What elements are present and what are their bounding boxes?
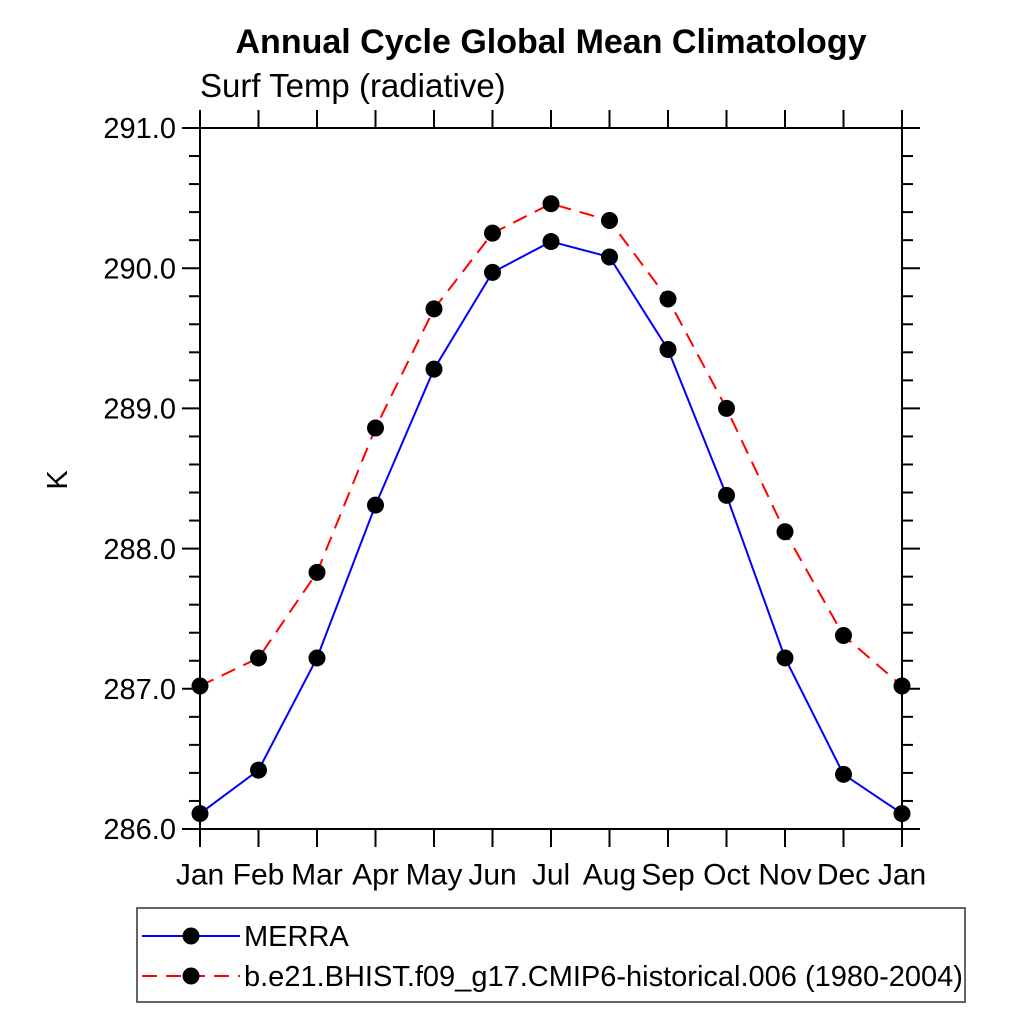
x-tick-label: Feb [233, 859, 285, 892]
data-point-marker [367, 419, 384, 437]
data-point-marker [250, 649, 267, 667]
data-point-marker [542, 195, 560, 213]
data-point-marker [835, 627, 852, 645]
chart-title: Annual Cycle Global Mean Climatology [236, 23, 867, 61]
data-point-marker [893, 805, 911, 823]
x-tick-label: Dec [817, 859, 870, 892]
data-point-marker [601, 248, 618, 266]
x-tick-label: Apr [352, 859, 399, 892]
data-point-marker [659, 341, 677, 359]
x-tick-label: May [406, 859, 463, 892]
data-point-marker [484, 263, 501, 281]
data-point-marker [542, 233, 560, 251]
legend-label: b.e21.BHIST.f09_g17.CMIP6-historical.006… [244, 961, 963, 993]
data-point-marker [425, 300, 443, 318]
data-point-marker [893, 677, 911, 695]
data-point-marker [718, 486, 735, 504]
legend-box [136, 907, 966, 1003]
x-tick-label: Aug [583, 859, 636, 892]
x-tick-label: Nov [758, 859, 811, 892]
x-tick-label: Jun [468, 859, 516, 892]
y-tick-label: 288.0 [103, 534, 176, 566]
legend-marker [182, 967, 200, 985]
data-point-marker [191, 677, 209, 695]
data-point-marker [308, 649, 326, 667]
axis-ticks: Jan Feb Mar Apr May Jun Jul Aug Sep Oct Nov Dec Jan2… [103, 110, 926, 892]
series-line-0 [199, 240, 903, 815]
data-point-marker [835, 765, 852, 783]
data-point-marker [367, 496, 384, 514]
legend: MERRA b.e21.BHIST.f09_g17.CMIP6-historica… [136, 907, 966, 1003]
chart-subtitle: Surf Temp (radiative) [200, 67, 506, 104]
data-point-marker [718, 399, 735, 417]
x-tick-label: Jul [532, 859, 570, 892]
data-point-marker [601, 212, 618, 230]
series-layer [191, 195, 911, 823]
data-point-marker [659, 290, 677, 308]
y-axis-label: K [42, 470, 74, 490]
y-tick-label: 287.0 [103, 674, 176, 706]
data-point-marker [191, 805, 209, 823]
x-tick-label: Mar [291, 859, 343, 892]
x-tick-label: Sep [641, 859, 694, 892]
legend-marker [182, 927, 200, 945]
data-point-marker [308, 563, 326, 581]
y-tick-label: 286.0 [103, 814, 176, 846]
y-tick-label: 289.0 [103, 394, 176, 426]
data-point-marker [484, 224, 501, 242]
data-point-marker [425, 360, 443, 378]
x-tick-label: Jan [878, 859, 926, 892]
y-tick-label: 290.0 [103, 253, 176, 285]
data-point-marker [776, 523, 794, 541]
legend-label: MERRA [244, 921, 349, 953]
data-point-marker [776, 649, 794, 667]
x-tick-label: Jan [176, 859, 224, 892]
series-line-1 [199, 202, 903, 687]
y-tick-label: 291.0 [103, 113, 176, 145]
x-tick-label: Oct [703, 859, 750, 892]
data-point-marker [250, 761, 267, 779]
